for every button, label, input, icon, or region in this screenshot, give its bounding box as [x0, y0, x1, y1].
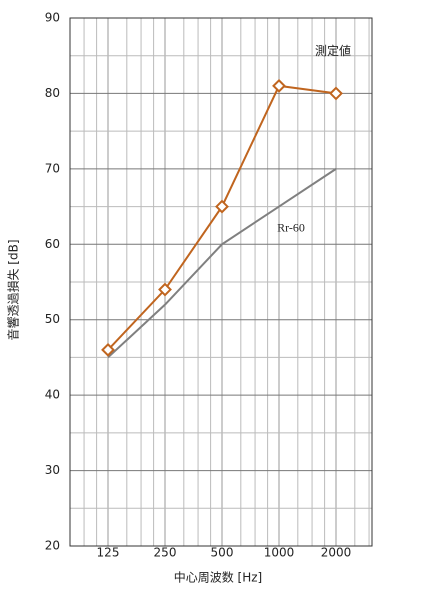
marker [101, 342, 115, 357]
series-label: Rr-60 [277, 221, 305, 235]
plot-frame [69, 17, 373, 547]
y-tick-label: 50 [45, 312, 60, 326]
y-tick-label: 80 [45, 86, 60, 100]
y-tick-label: 60 [45, 237, 60, 251]
series-label: 測定値 [315, 43, 351, 58]
y-tick-label: 90 [45, 11, 60, 25]
y-tick-label: 20 [45, 539, 60, 553]
marker [272, 78, 286, 93]
x-tick-label: 500 [211, 546, 234, 560]
y-tick-label: 70 [45, 161, 60, 175]
marker [215, 199, 229, 214]
y-axis-label: 音響透過損失 [dB] [6, 239, 21, 340]
x-axis-label: 中心周波数 [Hz] [174, 570, 263, 585]
x-tick-label: 2000 [321, 546, 352, 560]
y-tick-label: 40 [45, 388, 60, 402]
x-tick-label: 1000 [264, 546, 295, 560]
marker [158, 282, 172, 297]
x-tick-label: 125 [97, 546, 120, 560]
marker [329, 86, 343, 101]
y-tick-label: 30 [45, 463, 60, 477]
x-tick-label: 250 [154, 546, 177, 560]
series-line [107, 168, 337, 359]
